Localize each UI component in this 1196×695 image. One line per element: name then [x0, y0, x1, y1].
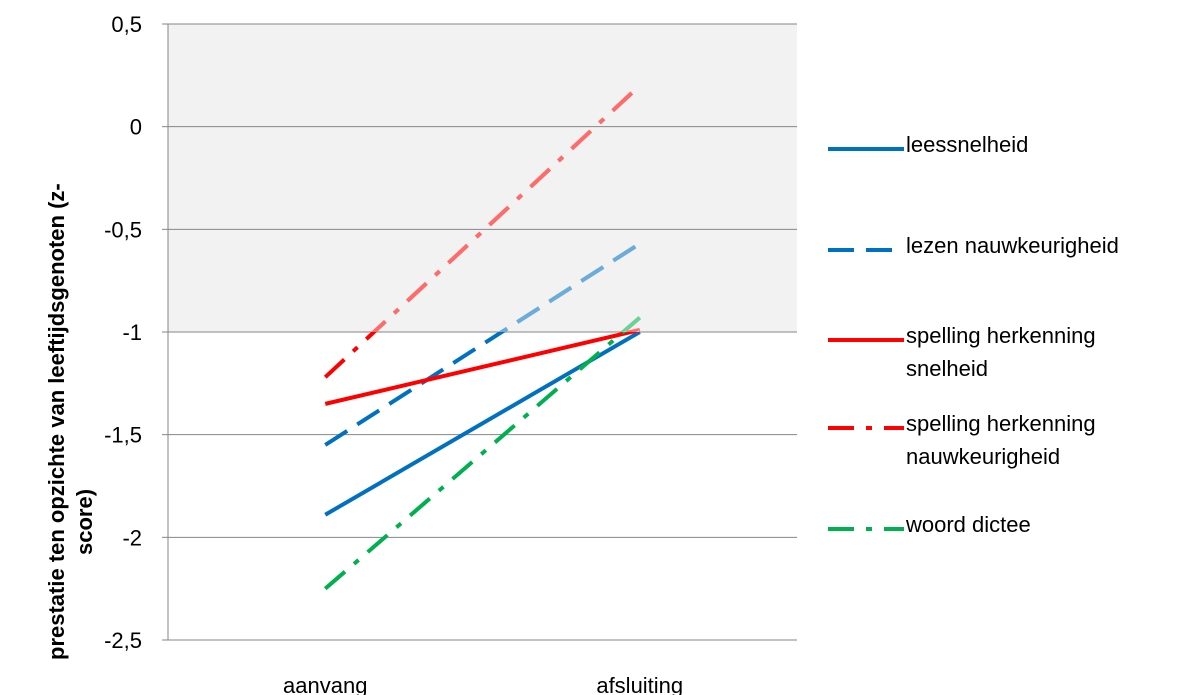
series-line-spelling-herkenning-snelheid: [324, 328, 641, 406]
legend-label: spelling herkenning nauwkeurigheid: [906, 407, 1096, 473]
legend-swatch: [828, 527, 904, 531]
series-line-lezen-nauwkeurigheid: [324, 242, 641, 447]
legend-swatch: [828, 248, 904, 252]
series-line-spelling-herkenning-nauwkeurigheid: [323, 84, 642, 379]
y-axis-label-line-1: prestatie ten opzichte van leeftijdsgeno…: [44, 183, 69, 660]
legend-label-line: leessnelheid: [906, 132, 1029, 157]
y-axis-ticks: 0,5 0 -0,5 -1 -1,5 -2 -2,5: [104, 12, 142, 653]
legend-label-line: spelling herkenning: [906, 411, 1096, 436]
x-tick-label: afsluiting: [596, 673, 683, 695]
y-tick-label: -1: [122, 320, 142, 345]
legend-swatch: [828, 147, 904, 151]
shaded-band: [168, 24, 797, 332]
legend-label-line: snelheid: [906, 356, 988, 381]
series-line-faded: [371, 84, 642, 332]
legend-swatch: [828, 338, 904, 342]
y-axis-label: prestatie ten opzichte van leeftijdsgeno…: [44, 183, 69, 660]
series-line-woord-dictee: [323, 316, 642, 591]
y-tick-label: -1,5: [104, 423, 142, 448]
legend-swatch: [828, 426, 904, 430]
legend-label-line: lezen nauwkeurigheid: [906, 233, 1119, 258]
gridlines: [162, 23, 797, 641]
y-axis-label-line-2: score): [72, 489, 97, 555]
y-tick-label: 0,5: [111, 12, 142, 37]
legend-label: spelling herkenning snelheid: [906, 319, 1096, 385]
y-axis-label-line-2-text: score): [72, 489, 97, 555]
series-lines-faded: [371, 84, 642, 332]
legend-label-line: nauwkeurigheid: [906, 444, 1061, 469]
y-tick-label: -0,5: [104, 217, 142, 242]
y-tick-label: -2,5: [104, 628, 142, 653]
series-lines: [323, 84, 642, 591]
x-axis-ticks: aanvang afsluiting: [283, 673, 683, 695]
y-tick-label: 0: [130, 115, 142, 140]
legend-label: woord dictee: [906, 508, 1031, 541]
legend-label: lezen nauwkeurigheid: [906, 229, 1119, 262]
legend-label-line: woord dictee: [906, 512, 1031, 537]
legend-label: leessnelheid: [906, 128, 1028, 161]
legend-label-line: spelling herkenning: [906, 323, 1096, 348]
x-tick-label: aanvang: [283, 673, 367, 695]
y-tick-label: -2: [122, 525, 142, 550]
series-line-faded: [498, 242, 641, 332]
